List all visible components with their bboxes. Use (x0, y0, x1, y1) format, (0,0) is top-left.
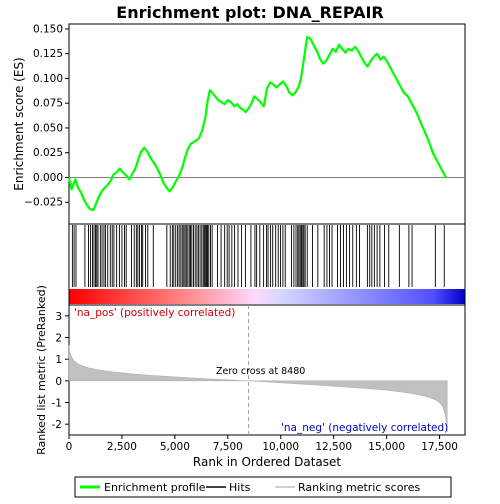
x-tick-label: 5,000 (160, 441, 190, 453)
chart-title: Enrichment plot: DNA_REPAIR (116, 3, 383, 22)
es-y-tick-label: 0.125 (33, 48, 63, 60)
metric-y-tick-label: -2 (52, 419, 62, 431)
es-y-tick-label: 0.075 (33, 98, 63, 110)
es-y-tick-label: 0.025 (33, 147, 63, 159)
positive-correlation-label: 'na_pos' (positively correlated) (74, 307, 235, 319)
metric-panel: -2 -1 0 1 2 3 0 2,500 5,000 7,500 10,000 12,500 15,0… (52, 305, 458, 453)
x-tick-label: 10,000 (262, 441, 299, 453)
es-y-tick-label: 0.150 (33, 23, 63, 35)
metric-y-tick-label: 3 (55, 311, 62, 323)
es-panel: −0.025 0.000 0.025 0.050 0.075 0.100 0.125 0.15… (24, 23, 465, 212)
legend-hits-label: Hits (229, 481, 251, 494)
zero-cross-label: Zero cross at 8480 (216, 366, 305, 377)
rank-gradient-bar (69, 289, 465, 304)
es-y-tick-label: 0.000 (33, 172, 63, 184)
x-tick-label: 0 (66, 441, 73, 453)
x-tick-label: 17,500 (421, 441, 458, 453)
es-y-tick-label: 0.050 (33, 122, 63, 134)
es-y-tick-label: 0.100 (33, 73, 63, 85)
enrichment-profile-line (67, 35, 447, 212)
ranking-metric-area (68, 345, 448, 432)
legend-box (74, 476, 452, 498)
x-tick-label: 7,500 (213, 441, 243, 453)
metric-y-tick-label: 0 (55, 376, 62, 388)
metric-y-axis-label: Ranked list metric (PreRanked) (35, 285, 48, 455)
x-tick-label: 15,000 (368, 441, 405, 453)
es-y-axis-label: Enrichment score (ES) (12, 57, 26, 190)
negative-correlation-label: 'na_neg' (negatively correlated) (281, 422, 448, 434)
es-panel-frame (68, 23, 466, 225)
metric-y-tick-label: 1 (55, 354, 62, 366)
legend-metric-label: Ranking metric scores (298, 481, 420, 494)
x-axis-label: Rank in Ordered Dataset (193, 455, 341, 469)
metric-y-tick-label: -1 (52, 398, 62, 410)
metric-y-tick-label: 2 (55, 333, 62, 345)
hits-panel (71, 225, 445, 287)
x-tick-label: 12,500 (315, 441, 352, 453)
es-y-tick-label: −0.025 (24, 197, 63, 209)
legend-enrichment-label: Enrichment profile (104, 481, 206, 494)
x-tick-label: 2,500 (107, 441, 137, 453)
